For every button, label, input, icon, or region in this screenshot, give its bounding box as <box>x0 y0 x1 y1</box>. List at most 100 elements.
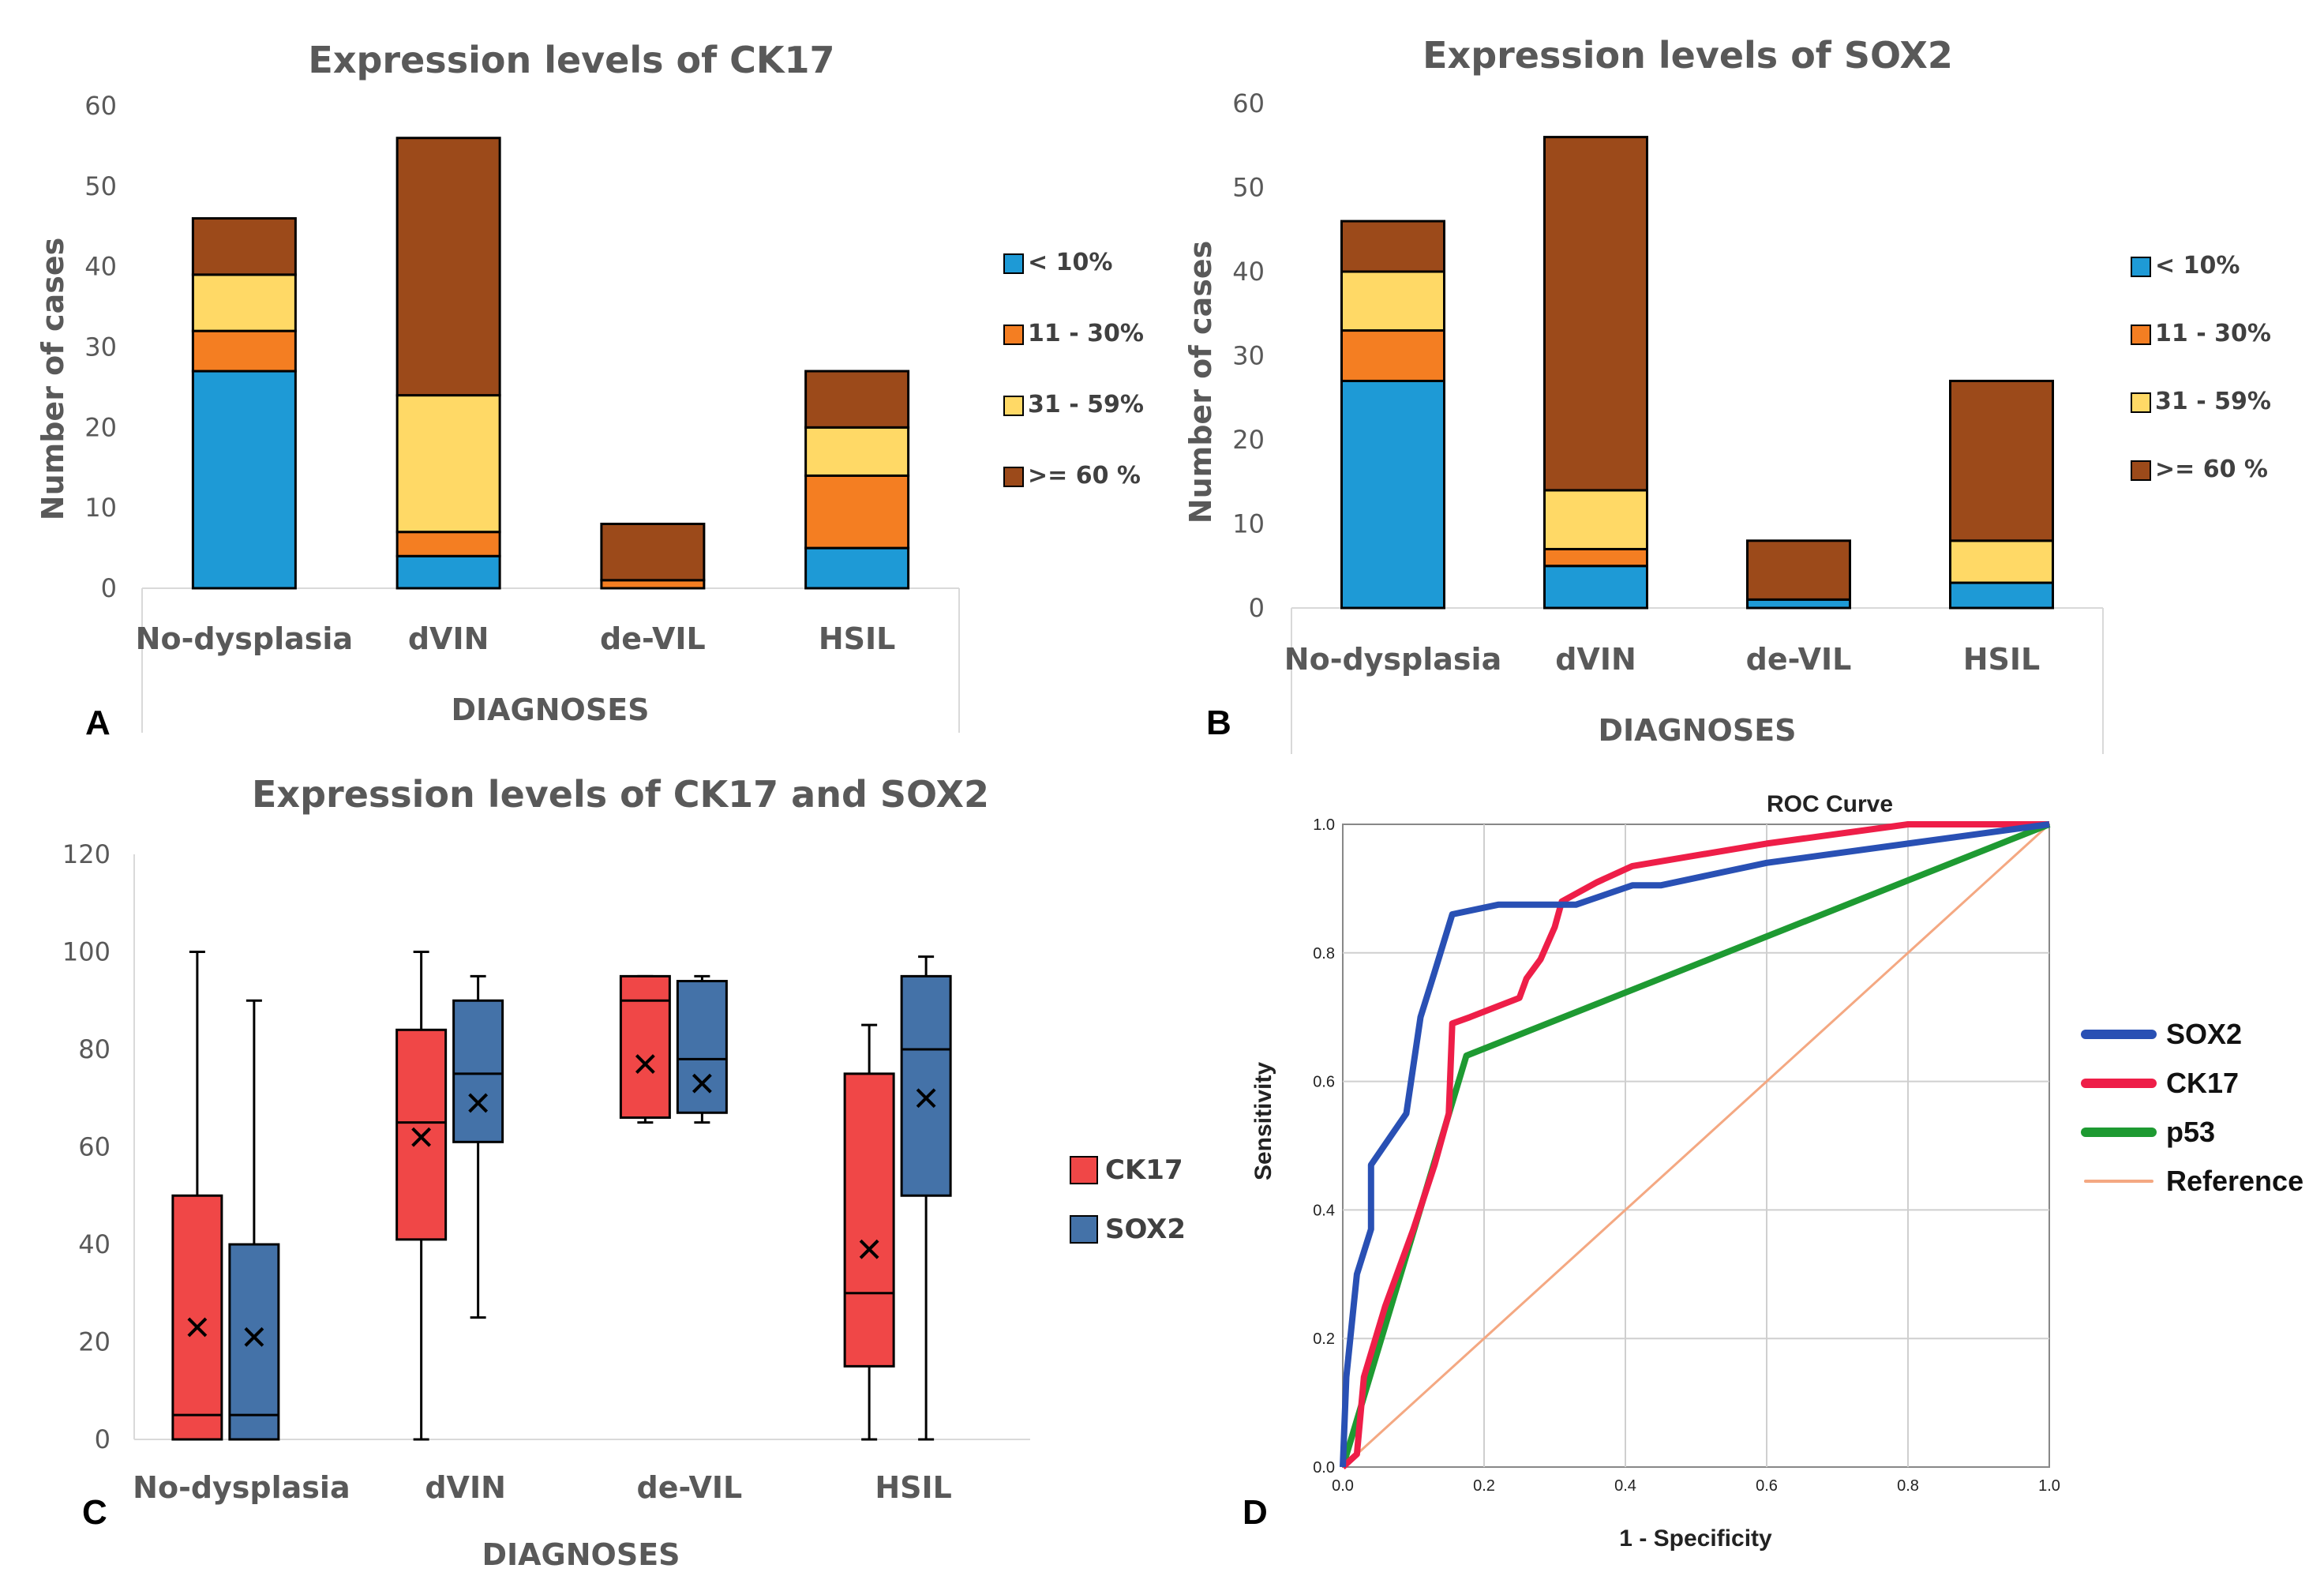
legend-swatch-ck17 <box>1070 1156 1098 1184</box>
legend-label-sox2: SOX2 <box>2166 1018 2242 1050</box>
bar-no-dysplasia-60 <box>1340 220 1445 273</box>
legend-label-10: < 10% <box>2155 252 2240 280</box>
box-dvin-sox2 <box>452 999 504 1143</box>
roc-line-sox2 <box>1340 821 2050 1468</box>
panel-label-b: B <box>1206 704 1231 742</box>
bar-no-dysplasia-11-30 <box>1340 329 1445 382</box>
category-label-dvin: dVIN <box>425 1470 506 1505</box>
category-label-de-vil: de-VIL <box>1746 642 1852 677</box>
y-tick-label: 0.8 <box>1313 945 1335 962</box>
legend-swatch-11-30 <box>2131 325 2151 345</box>
category-label-hsil: HSIL <box>1963 642 2041 677</box>
bar-de-vil-60 <box>600 523 706 582</box>
y-tick-label: 0 <box>1249 593 1265 623</box>
bar-hsil-11-30 <box>804 474 910 550</box>
category-label-no-dysplasia: No-dysplasia <box>133 1470 350 1505</box>
legend-swatch-31-59 <box>1003 396 1024 416</box>
category-label-dvin: dVIN <box>408 621 489 656</box>
bar-hsil-10 <box>804 546 910 590</box>
legend-label-10: < 10% <box>1028 249 1112 276</box>
panel-label-d: D <box>1243 1493 1268 1532</box>
chart-c-xlabel: DIAGNOSES <box>482 1537 680 1572</box>
legend-label-ck17: CK17 <box>2166 1067 2239 1099</box>
legend-swatch-11-30 <box>1003 325 1024 345</box>
bar-hsil-60 <box>804 370 910 429</box>
y-tick-label: 60 <box>84 91 117 121</box>
x-tick-label: 0.6 <box>1756 1477 1778 1495</box>
mean-marker-de-vil-ck17 <box>635 1054 655 1074</box>
y-tick-label: 20 <box>78 1327 111 1357</box>
bar-no-dysplasia-60 <box>191 217 297 276</box>
bar-dvin-60 <box>395 137 501 397</box>
chart-c-boxplot: Expression levels of CK17 and SOX2 DIAGN… <box>62 773 1186 1572</box>
y-tick-label: 20 <box>84 412 117 442</box>
y-tick-label: 40 <box>1232 257 1265 287</box>
x-tick-label: 0.4 <box>1614 1477 1636 1495</box>
mean-marker-dvin-ck17 <box>411 1127 432 1147</box>
y-tick-label: 0.4 <box>1313 1202 1335 1219</box>
x-tick-label: 0.2 <box>1473 1477 1495 1495</box>
bar-de-vil-60 <box>1746 539 1851 601</box>
y-tick-label: 0.2 <box>1313 1330 1335 1348</box>
box-no-dysplasia-ck17 <box>171 1194 223 1441</box>
x-tick-label: 0.0 <box>1332 1477 1354 1495</box>
legend-swatch-60 <box>2131 460 2151 481</box>
bar-no-dysplasia-11-30 <box>191 329 297 373</box>
chart-b-sox2-stacked: Expression levels of SOX2 Number of case… <box>1183 34 2271 754</box>
y-tick-label: 80 <box>78 1034 111 1064</box>
y-tick-label: 40 <box>84 252 117 282</box>
legend-label-sox2: SOX2 <box>1105 1214 1186 1245</box>
legend-label-31-59: 31 - 59% <box>1028 391 1144 418</box>
bar-hsil-31-59 <box>1949 539 2054 584</box>
category-label-hsil: HSIL <box>875 1470 952 1505</box>
y-tick-label: 30 <box>1232 341 1265 371</box>
legend-swatch-60 <box>1003 467 1024 487</box>
box-hsil-ck17 <box>843 1072 895 1368</box>
bar-dvin-31-59 <box>1543 489 1648 550</box>
mean-marker-dvin-sox2 <box>468 1093 489 1113</box>
y-tick-label: 120 <box>62 839 111 869</box>
mean-marker-hsil-sox2 <box>916 1088 936 1109</box>
box-dvin-ck17 <box>395 1028 448 1241</box>
bar-dvin-31-59 <box>395 394 501 534</box>
y-tick-label: 60 <box>78 1132 111 1162</box>
chart-c-title: Expression levels of CK17 and SOX2 <box>252 773 989 816</box>
y-tick-label: 0 <box>95 1424 111 1454</box>
legend-label-reference: Reference <box>2166 1165 2303 1197</box>
mean-marker-no-dysplasia-sox2 <box>244 1326 264 1347</box>
y-tick-label: 10 <box>84 493 117 523</box>
chart-d-xlabel: 1 - Specificity <box>1619 1525 1772 1552</box>
box-de-vil-ck17 <box>619 974 671 1119</box>
bar-de-vil-11-30 <box>600 579 706 590</box>
legend-label-11-30: 11 - 30% <box>1028 320 1144 347</box>
legend-swatch-31-59 <box>2131 392 2151 413</box>
bar-no-dysplasia-10 <box>191 370 297 590</box>
legend-label-p53: p53 <box>2166 1116 2215 1148</box>
legend-label-31-59: 31 - 59% <box>2155 388 2271 415</box>
y-tick-label: 40 <box>78 1229 111 1259</box>
legend-swatch-10 <box>1003 253 1024 274</box>
chart-d-title: ROC Curve <box>1767 791 1893 817</box>
chart-d-ylabel: Sensitivity <box>1250 1062 1276 1180</box>
y-tick-label: 1.0 <box>1313 816 1335 834</box>
y-tick-label: 50 <box>1232 173 1265 203</box>
category-label-no-dysplasia: No-dysplasia <box>136 621 353 656</box>
category-label-de-vil: de-VIL <box>600 621 706 656</box>
legend-label-11-30: 11 - 30% <box>2155 320 2271 347</box>
bar-hsil-60 <box>1949 379 2054 542</box>
mean-marker-hsil-ck17 <box>859 1239 879 1259</box>
bar-de-vil-10 <box>1746 598 1851 610</box>
bar-dvin-60 <box>1543 136 1648 492</box>
y-tick-label: 0.6 <box>1313 1074 1335 1091</box>
bar-dvin-10 <box>1543 565 1648 610</box>
category-label-de-vil: de-VIL <box>637 1470 743 1505</box>
chart-a-xlabel: DIAGNOSES <box>451 692 649 727</box>
box-hsil-sox2 <box>900 974 952 1197</box>
box-de-vil-sox2 <box>676 980 728 1114</box>
roc-line-p53 <box>1340 821 2051 1469</box>
chart-a-ck17-stacked: Expression levels of CK17 Number of case… <box>36 39 1144 742</box>
bar-no-dysplasia-31-59 <box>1340 270 1445 332</box>
legend-swatch-sox2 <box>1070 1215 1098 1244</box>
roc-line-reference <box>1341 823 2051 1469</box>
